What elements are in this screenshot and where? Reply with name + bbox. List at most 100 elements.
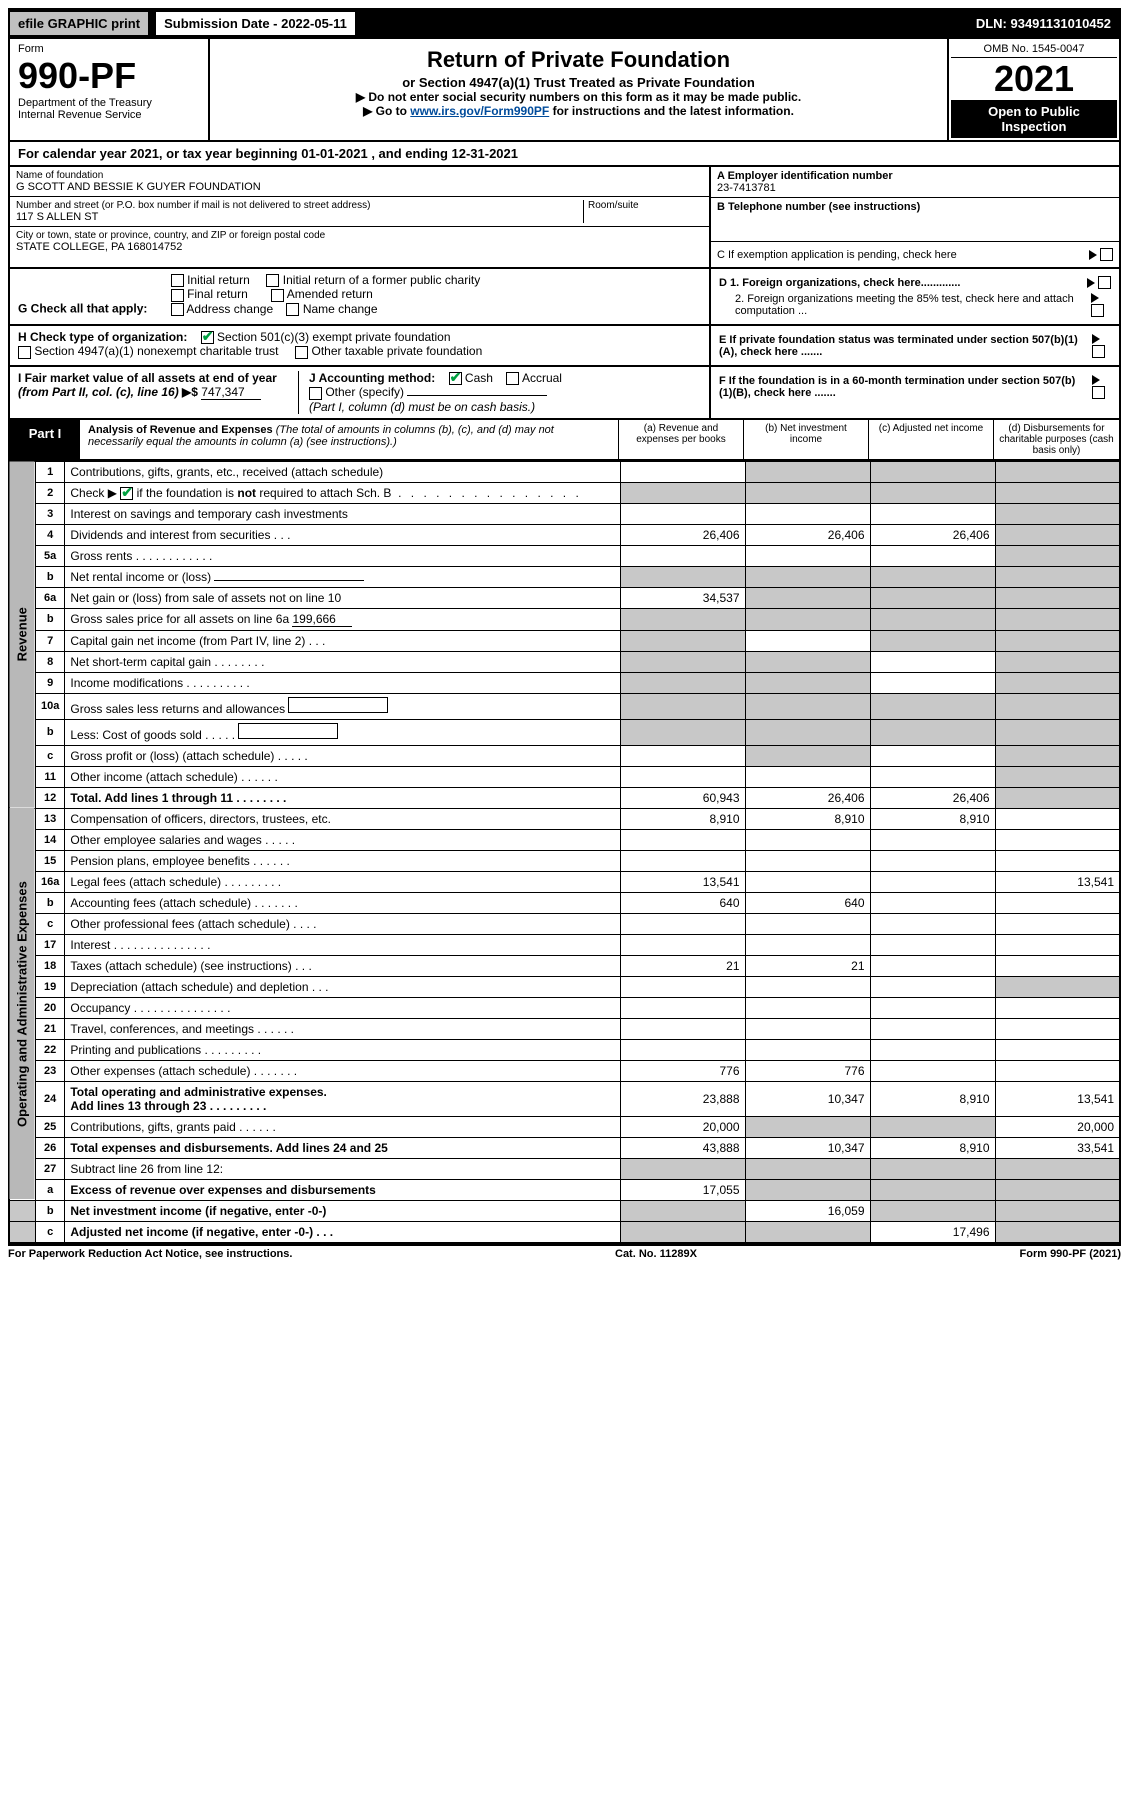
r19-c [870, 976, 995, 997]
r12-d [995, 787, 1120, 808]
part1-desc: Analysis of Revenue and Expenses (The to… [80, 420, 619, 459]
r5b-input[interactable] [214, 580, 364, 581]
r9-c [870, 672, 995, 693]
row-27c: cAdjusted net income (if negative, enter… [9, 1221, 1120, 1243]
r16b-c [870, 892, 995, 913]
row-16a: 16aLegal fees (attach schedule) . . . . … [9, 871, 1120, 892]
ln-6a: 6a [36, 587, 65, 608]
ein-label: A Employer identification number [717, 170, 1113, 182]
city-state-zip: STATE COLLEGE, PA 168014752 [16, 241, 703, 253]
r27c-a [620, 1221, 745, 1243]
h-other-taxable-checkbox[interactable] [295, 346, 308, 359]
desc-4: Dividends and interest from securities .… [65, 524, 620, 545]
ln-19: 19 [36, 976, 65, 997]
footer-right: Form 990-PF (2021) [1020, 1248, 1122, 1260]
foundation-name: G SCOTT AND BESSIE K GUYER FOUNDATION [16, 181, 703, 193]
g-name-change-checkbox[interactable] [286, 303, 299, 316]
g-block: G Check all that apply: Initial return I… [10, 269, 709, 324]
r11-b [745, 766, 870, 787]
part1-badge: Part I [10, 420, 80, 459]
row-10b: bLess: Cost of goods sold . . . . . [9, 719, 1120, 745]
dln-badge: DLN: 93491131010452 [968, 12, 1119, 35]
r1-a [620, 461, 745, 482]
r10a-box[interactable] [288, 697, 388, 713]
r12-c: 26,406 [870, 787, 995, 808]
r2-b [745, 482, 870, 503]
r6b-val: 199,666 [292, 612, 352, 627]
form-header: Form 990-PF Department of the Treasury I… [8, 39, 1121, 142]
top-bar: efile GRAPHIC print Submission Date - 20… [8, 8, 1121, 39]
g-amended-checkbox[interactable] [271, 289, 284, 302]
r20-b [745, 997, 870, 1018]
row-27: 27Subtract line 26 from line 12: [9, 1158, 1120, 1179]
desc-1: Contributions, gifts, grants, etc., rece… [65, 461, 620, 482]
r24-b: 10,347 [745, 1081, 870, 1116]
g-opt-3: Initial return of a former public charit… [283, 273, 480, 287]
foundation-name-cell: Name of foundation G SCOTT AND BESSIE K … [10, 167, 709, 197]
r10b-box[interactable] [238, 723, 338, 739]
submission-date-badge: Submission Date - 2022-05-11 [154, 10, 357, 37]
desc-10a: Gross sales less returns and allowances [65, 693, 620, 719]
r13-a: 8,910 [620, 808, 745, 829]
r14-b [745, 829, 870, 850]
h-4947-checkbox[interactable] [18, 346, 31, 359]
j-accrual-checkbox[interactable] [506, 372, 519, 385]
ln-18: 18 [36, 955, 65, 976]
r16c-b [745, 913, 870, 934]
row-6a: 6aNet gain or (loss) from sale of assets… [9, 587, 1120, 608]
r26-a: 43,888 [620, 1137, 745, 1158]
footer-mid: Cat. No. 11289X [615, 1248, 697, 1260]
r10b-d [995, 719, 1120, 745]
desc-21: Travel, conferences, and meetings . . . … [65, 1018, 620, 1039]
row-15: 15Pension plans, employee benefits . . .… [9, 850, 1120, 871]
r10b-b [745, 719, 870, 745]
r5b-text: Net rental income or (loss) [70, 570, 211, 584]
r25-d: 20,000 [995, 1116, 1120, 1137]
row-1: Revenue 1 Contributions, gifts, grants, … [9, 461, 1120, 482]
irs-label: Internal Revenue Service [18, 109, 200, 121]
c-label: C If exemption application is pending, c… [717, 249, 957, 261]
g-opt-1: Final return [187, 287, 248, 301]
c-checkbox[interactable] [1100, 248, 1113, 261]
j-note: (Part I, column (d) must be on cash basi… [309, 400, 535, 414]
e-block: E If private foundation status was termi… [709, 326, 1119, 365]
schb-checkbox[interactable] [120, 487, 133, 500]
r3-d [995, 503, 1120, 524]
ln-5b: b [36, 566, 65, 587]
vtab-end-1 [9, 1200, 36, 1221]
e-checkbox[interactable] [1092, 345, 1105, 358]
phone-cell: B Telephone number (see instructions) [711, 198, 1119, 242]
f-checkbox[interactable] [1092, 386, 1105, 399]
part1-title: Analysis of Revenue and Expenses [88, 424, 273, 436]
j-other-checkbox[interactable] [309, 387, 322, 400]
r11-c [870, 766, 995, 787]
g-final-return-checkbox[interactable] [171, 289, 184, 302]
efile-badge[interactable]: efile GRAPHIC print [10, 12, 148, 35]
r4-d [995, 524, 1120, 545]
r27c-c: 17,496 [870, 1221, 995, 1243]
r4-c: 26,406 [870, 524, 995, 545]
form990pf-link[interactable]: www.irs.gov/Form990PF [410, 104, 549, 118]
row-26: 26Total expenses and disbursements. Add … [9, 1137, 1120, 1158]
foundation-info-grid: Name of foundation G SCOTT AND BESSIE K … [8, 167, 1121, 269]
r8-a [620, 651, 745, 672]
g-address-change-checkbox[interactable] [171, 303, 184, 316]
r6b-text: Gross sales price for all assets on line… [70, 612, 289, 626]
r14-c [870, 829, 995, 850]
desc-13: Compensation of officers, directors, tru… [65, 808, 620, 829]
row-7: 7Capital gain net income (from Part IV, … [9, 630, 1120, 651]
desc-14: Other employee salaries and wages . . . … [65, 829, 620, 850]
j-cash-checkbox[interactable] [449, 372, 462, 385]
g-initial-former-checkbox[interactable] [266, 274, 279, 287]
j-other-input[interactable] [407, 395, 547, 396]
r15-a [620, 850, 745, 871]
g-initial-return-checkbox[interactable] [171, 274, 184, 287]
h-501c3-checkbox[interactable] [201, 331, 214, 344]
f-label: F If the foundation is in a 60-month ter… [719, 375, 1084, 399]
r6a-b [745, 587, 870, 608]
col-b-header: (b) Net investment income [744, 420, 869, 459]
ln-20: 20 [36, 997, 65, 1018]
d1-checkbox[interactable] [1098, 276, 1111, 289]
d2-checkbox[interactable] [1091, 304, 1104, 317]
r19-d [995, 976, 1120, 997]
